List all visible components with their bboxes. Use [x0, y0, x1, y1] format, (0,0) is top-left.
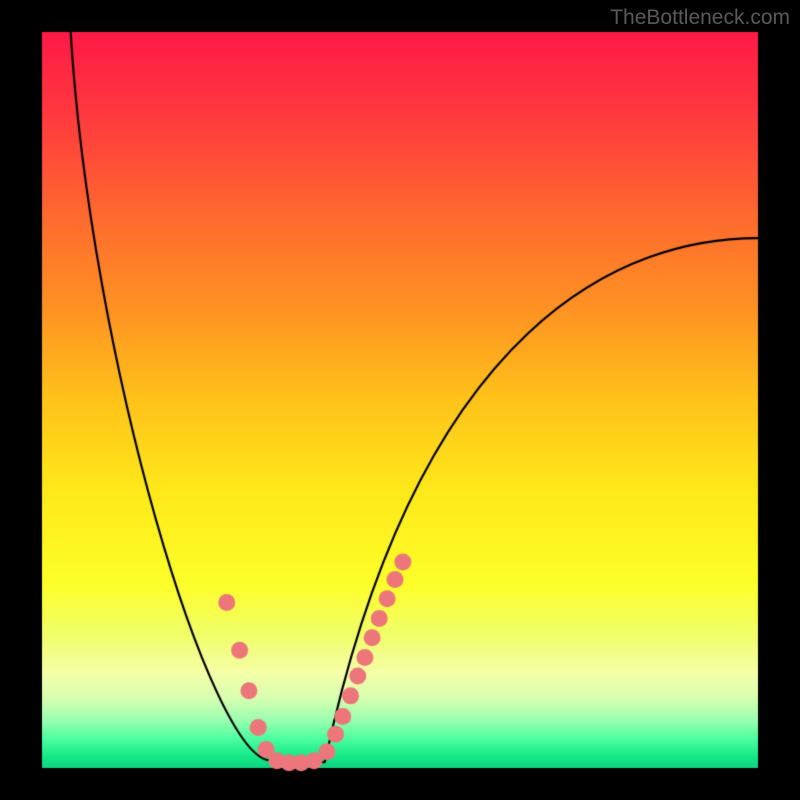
- bottleneck-chart-canvas: [0, 0, 800, 800]
- chart-root: TheBottleneck.com: [0, 0, 800, 800]
